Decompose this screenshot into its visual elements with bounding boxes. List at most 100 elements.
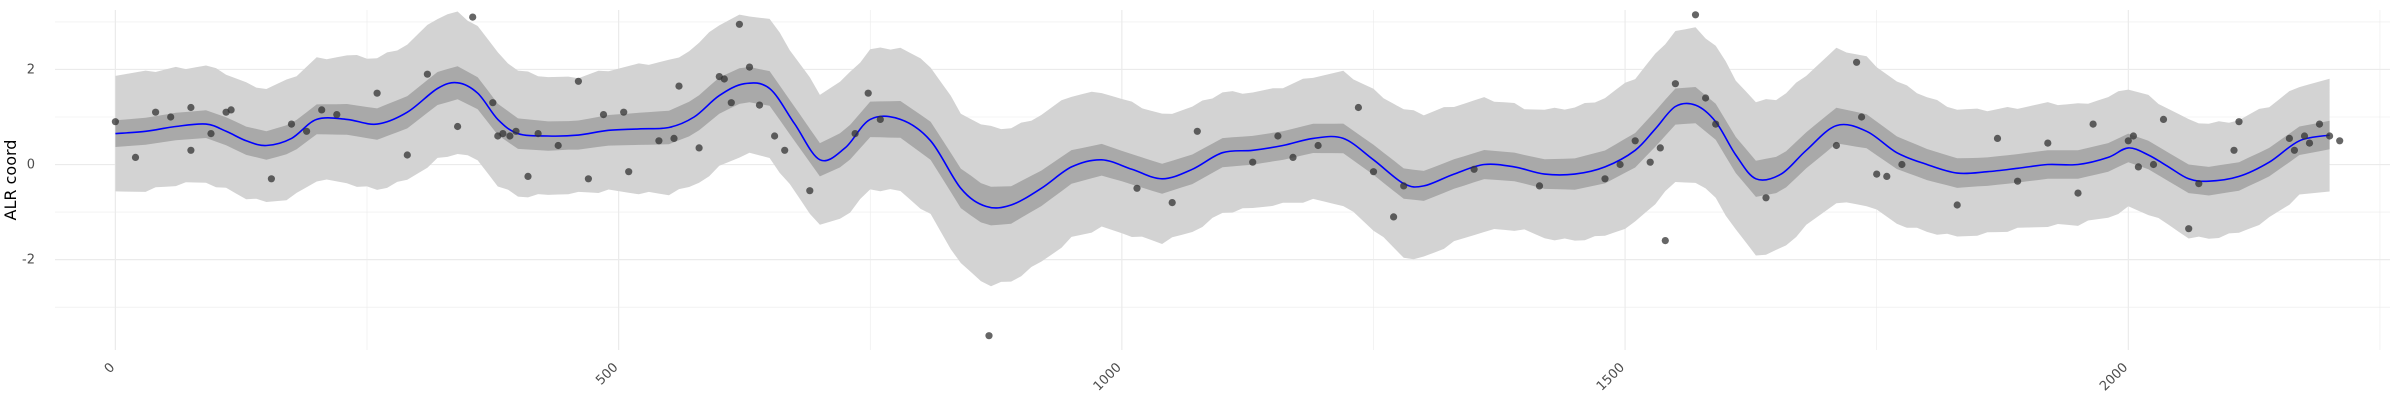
observation-point — [599, 111, 608, 119]
observation-point — [2074, 189, 2082, 197]
observation-point — [1656, 144, 1664, 152]
observation-point — [1601, 175, 1609, 183]
observation-point — [1274, 132, 1282, 140]
observation-point — [876, 115, 884, 123]
observation-point — [111, 118, 119, 126]
observation-point — [2044, 139, 2052, 147]
observation-point — [1249, 158, 1257, 166]
observation-point — [1883, 172, 1891, 180]
observation-point — [1691, 11, 1700, 19]
observation-point — [2336, 137, 2344, 145]
observation-point — [2159, 115, 2168, 123]
observation-point — [1631, 137, 1639, 145]
observation-point — [584, 175, 593, 183]
observation-point — [1858, 113, 1866, 121]
observation-point — [1390, 213, 1398, 221]
mean-curve — [115, 81, 2330, 209]
observation-point — [2285, 134, 2293, 142]
observation-point — [489, 99, 497, 107]
observation-point — [1314, 141, 1322, 150]
observation-point — [670, 134, 678, 142]
observation-point — [695, 144, 703, 152]
observation-point — [620, 108, 628, 116]
observation-point — [755, 101, 764, 109]
observation-point — [1661, 237, 1669, 245]
observation-point — [1470, 165, 1478, 173]
observation-point — [1193, 127, 1201, 135]
observation-point — [2149, 160, 2158, 169]
observation-point — [1369, 168, 1378, 176]
observation-point — [1832, 141, 1840, 150]
confidence-bands — [115, 11, 2330, 287]
observation-point — [806, 187, 814, 195]
observation-point — [1400, 182, 1408, 190]
observation-point — [1953, 201, 1961, 209]
observation-point — [2300, 132, 2309, 140]
observation-point — [2129, 132, 2137, 140]
observation-point — [735, 20, 744, 28]
observation-point — [2134, 163, 2142, 171]
observation-point — [864, 89, 872, 97]
observation-point — [2290, 146, 2298, 154]
y-tick-label: 2 — [27, 62, 35, 77]
observation-point — [574, 77, 583, 85]
mean-curve-layer — [115, 81, 2330, 209]
observation-point — [506, 132, 514, 140]
inner-credible-band — [115, 66, 2330, 226]
observation-point — [167, 113, 175, 121]
observation-point — [469, 13, 477, 21]
observation-points — [111, 11, 2344, 340]
observation-point — [1616, 160, 1624, 169]
observation-point — [1133, 184, 1141, 192]
observation-point — [1762, 194, 1770, 202]
observation-point — [534, 130, 542, 138]
observation-point — [1289, 153, 1297, 161]
observation-point — [851, 130, 859, 138]
observation-point — [2124, 137, 2132, 145]
observation-point — [1535, 182, 1544, 190]
observation-point — [2326, 132, 2334, 140]
y-axis-title: ALR coord — [1, 140, 20, 221]
observation-point — [771, 132, 779, 140]
observation-point — [227, 106, 235, 114]
observation-point — [625, 168, 633, 176]
observation-point — [287, 120, 296, 128]
observation-point — [1646, 158, 1654, 166]
observation-point — [1993, 134, 2002, 142]
observation-point — [554, 141, 562, 150]
observation-point — [781, 146, 789, 154]
observation-point — [2315, 120, 2324, 128]
observation-point — [655, 137, 663, 145]
observation-point — [2089, 120, 2097, 128]
observation-point — [454, 122, 462, 131]
observation-point — [423, 70, 431, 78]
observation-point — [131, 153, 140, 161]
observation-point — [2195, 180, 2203, 188]
observation-point — [1354, 103, 1362, 112]
y-tick-label: 0 — [27, 158, 35, 173]
observation-point — [187, 103, 195, 112]
observation-point — [333, 111, 341, 119]
observation-point — [2305, 139, 2314, 147]
observation-point — [1853, 58, 1861, 66]
observation-point — [2230, 146, 2238, 154]
observation-point — [207, 130, 215, 138]
observation-point — [1671, 80, 1679, 88]
observation-point — [318, 106, 326, 114]
observation-point — [675, 82, 683, 90]
observation-point — [1168, 199, 1176, 207]
observation-point — [1873, 170, 1881, 178]
observation-point — [403, 151, 411, 159]
observation-point — [267, 175, 275, 183]
observation-point — [512, 127, 520, 135]
observation-point — [499, 130, 507, 138]
observation-point — [1702, 94, 1710, 102]
y-tick-label: -2 — [22, 253, 35, 268]
observation-point — [152, 108, 160, 116]
observation-point — [2235, 118, 2243, 126]
observation-point — [303, 127, 311, 135]
observation-point — [720, 75, 728, 83]
observation-point — [745, 63, 754, 71]
observation-point — [373, 89, 381, 97]
